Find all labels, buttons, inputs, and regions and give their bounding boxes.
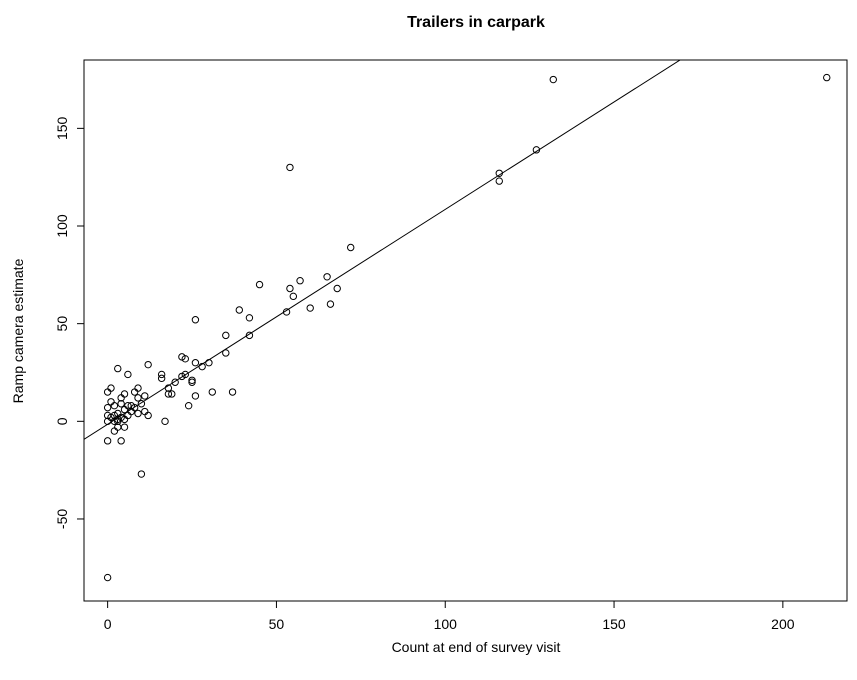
data-point (296, 276, 304, 285)
data-point (282, 308, 291, 316)
data-point (103, 403, 112, 412)
data-point (144, 360, 152, 369)
data-point (130, 388, 139, 396)
data-point (164, 390, 173, 398)
data-point (141, 407, 149, 416)
x-tick-label: 100 (434, 616, 458, 632)
data-point (110, 427, 119, 435)
data-point (495, 169, 503, 177)
data-point (141, 392, 149, 400)
data-point (124, 401, 132, 410)
y-tick-label: -50 (54, 509, 70, 529)
data-point (191, 392, 200, 400)
plot-area (84, 60, 831, 582)
chart-title: Trailers in carpark (407, 14, 545, 31)
data-point (117, 400, 125, 408)
y-tick-label: 150 (54, 116, 70, 140)
data-point (120, 405, 129, 414)
data-point (161, 417, 169, 426)
data-point (289, 292, 298, 301)
data-point (124, 411, 132, 420)
y-axis: -50 0 50 100 150 (54, 116, 84, 529)
data-point (157, 374, 166, 383)
data-point (191, 359, 200, 367)
data-point (188, 378, 196, 386)
data-point (181, 355, 189, 363)
x-axis: 0 50 100 150 200 (104, 601, 795, 632)
data-point (103, 437, 112, 445)
y-tick-label: 0 (54, 417, 70, 425)
data-point (188, 376, 196, 385)
data-point (144, 411, 152, 420)
x-axis-label: Count at end of survey visit (392, 639, 561, 655)
regression-line (84, 60, 681, 440)
data-point (205, 359, 213, 367)
data-point (164, 384, 173, 392)
data-point (347, 243, 355, 252)
x-tick-label: 50 (269, 616, 285, 632)
data-point (103, 388, 112, 396)
data-point (286, 163, 294, 172)
data-point (103, 573, 112, 582)
data-point (110, 401, 119, 410)
data-point (222, 331, 230, 340)
y-tick-label: 50 (54, 316, 70, 332)
data-point (181, 370, 189, 379)
data-point (117, 437, 125, 445)
plot-frame (83, 59, 848, 602)
y-tick-label: 100 (54, 214, 70, 238)
data-point (326, 300, 335, 308)
data-point (137, 470, 146, 478)
data-point (120, 423, 129, 431)
y-axis-label: Ramp camera estimate (10, 258, 26, 403)
data-point (333, 284, 341, 293)
data-point (130, 403, 139, 412)
data-point (495, 177, 503, 185)
data-point (286, 284, 294, 293)
data-point (107, 384, 115, 392)
data-point (114, 364, 122, 373)
data-point (107, 398, 115, 406)
data-point (168, 390, 176, 398)
data-point (157, 370, 166, 379)
data-point (134, 409, 142, 418)
data-point (255, 280, 264, 289)
data-point (532, 146, 541, 154)
x-tick-label: 150 (602, 616, 626, 632)
data-point (191, 316, 200, 324)
x-tick-label: 200 (771, 616, 795, 632)
data-point (245, 331, 254, 340)
data-point (823, 73, 831, 82)
data-point (228, 388, 237, 396)
data-point (124, 370, 132, 379)
data-point (134, 384, 142, 392)
data-point (208, 388, 216, 396)
data-point (171, 378, 179, 386)
data-point (134, 394, 142, 402)
data-point (137, 400, 146, 408)
x-tick-label: 0 (104, 616, 112, 632)
data-point (549, 75, 557, 84)
data-point (198, 362, 206, 371)
data-point (184, 401, 193, 410)
data-point (235, 306, 244, 314)
data-point (245, 314, 254, 322)
data-point (306, 304, 314, 312)
data-point (323, 273, 331, 281)
data-point (120, 390, 129, 398)
data-point (222, 349, 230, 357)
